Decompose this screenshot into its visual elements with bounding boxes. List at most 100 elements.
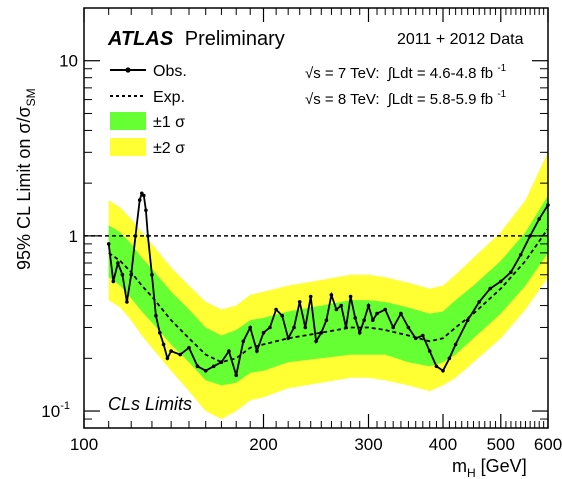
observed-point bbox=[399, 311, 403, 316]
observed-point bbox=[116, 261, 120, 265]
observed-point bbox=[537, 217, 541, 221]
y-tick-label-base: 1 bbox=[69, 227, 78, 246]
observed-point bbox=[255, 349, 259, 353]
x-tick-label: 200 bbox=[249, 435, 277, 454]
observed-point bbox=[441, 368, 445, 373]
observed-point bbox=[137, 198, 142, 202]
title-rest: Preliminary bbox=[185, 28, 285, 50]
title-bold: ATLAS bbox=[107, 28, 174, 50]
observed-point bbox=[477, 300, 482, 304]
legend-band2-swatch bbox=[110, 138, 146, 156]
observed-point bbox=[211, 364, 216, 369]
observed-point bbox=[178, 352, 182, 357]
legend-band1-swatch bbox=[110, 112, 146, 130]
observed-point bbox=[465, 318, 470, 323]
observed-point bbox=[154, 313, 158, 318]
observed-point bbox=[357, 330, 362, 335]
lumi-line-8tev: √s = 8 TeV: ∫Ldt = 5.8-5.9 fb -1 bbox=[305, 89, 507, 108]
observed-point bbox=[406, 325, 411, 330]
observed-point bbox=[146, 234, 150, 238]
x-axis-title: mH [GeV] bbox=[452, 456, 527, 479]
observed-point bbox=[144, 208, 148, 213]
y-tick-label: 1 bbox=[69, 227, 78, 246]
observed-point bbox=[292, 325, 296, 330]
observed-point bbox=[453, 342, 458, 347]
observed-point bbox=[528, 234, 532, 238]
observed-point bbox=[421, 333, 425, 338]
observed-point bbox=[353, 316, 358, 320]
lumi-7tev-exp: -1 bbox=[497, 63, 506, 74]
legend-obs-marker bbox=[125, 67, 131, 73]
observed-point bbox=[125, 300, 129, 304]
observed-point bbox=[248, 325, 252, 330]
y-tick-label-exp: -1 bbox=[60, 400, 70, 412]
legend-obs-label: Obs. bbox=[153, 63, 187, 80]
observed-point bbox=[203, 368, 208, 373]
observed-point bbox=[434, 364, 439, 369]
legend-band1-label: ±1 σ bbox=[153, 114, 185, 131]
observed-point bbox=[348, 294, 353, 299]
observed-point bbox=[362, 318, 366, 323]
data-label: 2011 + 2012 Data bbox=[397, 31, 524, 48]
y-tick-label: 10 bbox=[59, 52, 78, 71]
observed-point bbox=[165, 356, 170, 361]
observed-point bbox=[413, 336, 418, 341]
y-tick-label-base: 10 bbox=[59, 52, 78, 71]
observed-point bbox=[106, 242, 111, 246]
observed-point bbox=[303, 325, 308, 330]
x-tick-label: 100 bbox=[70, 435, 98, 454]
observed-point bbox=[488, 286, 493, 291]
observed-point bbox=[133, 234, 138, 238]
chart-title: ATLAS Preliminary bbox=[107, 28, 285, 50]
observed-point bbox=[297, 300, 302, 304]
observed-point bbox=[329, 293, 334, 297]
y-axis-title-main: 95% CL Limit on σ/σ bbox=[14, 106, 34, 270]
observed-point bbox=[187, 345, 191, 350]
y-axis-title: 95% CL Limit on σ/σSM bbox=[14, 88, 38, 270]
plot-frame bbox=[83, 7, 549, 429]
observed-point bbox=[227, 349, 231, 353]
lumi-7tev-integral: ∫Ldt = 4.6-4.8 fb bbox=[387, 65, 493, 82]
observed-point bbox=[366, 303, 371, 308]
observed-point bbox=[391, 325, 396, 330]
observed-point bbox=[241, 339, 246, 344]
lumi-8tev-energy: √s = 8 TeV: bbox=[305, 91, 380, 108]
ticks-layer bbox=[83, 7, 549, 429]
y-axis-title-sub: SM bbox=[24, 88, 38, 106]
observed-point bbox=[268, 325, 272, 330]
y-tick-label-base: 10 bbox=[41, 402, 60, 421]
observed-point bbox=[339, 303, 344, 308]
observed-point bbox=[509, 270, 513, 275]
lumi-8tev-integral: ∫Ldt = 5.8-5.9 fb bbox=[387, 91, 493, 108]
observed-point bbox=[120, 272, 125, 277]
observed-point bbox=[314, 339, 318, 344]
observed-point bbox=[161, 342, 166, 347]
x-axis-title-main: m bbox=[452, 456, 467, 476]
x-axis-title-unit: [GeV] bbox=[476, 456, 527, 476]
observed-point bbox=[308, 294, 313, 299]
observed-point bbox=[344, 325, 348, 330]
observed-point bbox=[286, 336, 291, 341]
observed-point bbox=[447, 356, 452, 361]
band-1sigma bbox=[108, 195, 548, 386]
observed-point bbox=[518, 253, 523, 257]
observed-point bbox=[427, 349, 432, 353]
observed-point bbox=[274, 307, 278, 312]
observed-point bbox=[261, 330, 266, 335]
observed-point bbox=[319, 330, 324, 335]
observed-point bbox=[234, 373, 238, 378]
bands-layer bbox=[108, 152, 548, 420]
x-tick-label: 600 bbox=[534, 435, 562, 454]
observed-point bbox=[334, 307, 339, 312]
legend-band2-label: ±2 σ bbox=[153, 140, 185, 157]
method-label: CLs Limits bbox=[108, 394, 192, 414]
lumi-7tev-energy: √s = 7 TeV: bbox=[305, 65, 380, 82]
observed-point bbox=[371, 318, 375, 323]
observed-point bbox=[169, 349, 173, 353]
x-tick-label: 400 bbox=[429, 435, 457, 454]
observed-point bbox=[158, 330, 162, 335]
x-axis-title-sub: H bbox=[467, 466, 476, 479]
observed-point bbox=[219, 360, 224, 365]
